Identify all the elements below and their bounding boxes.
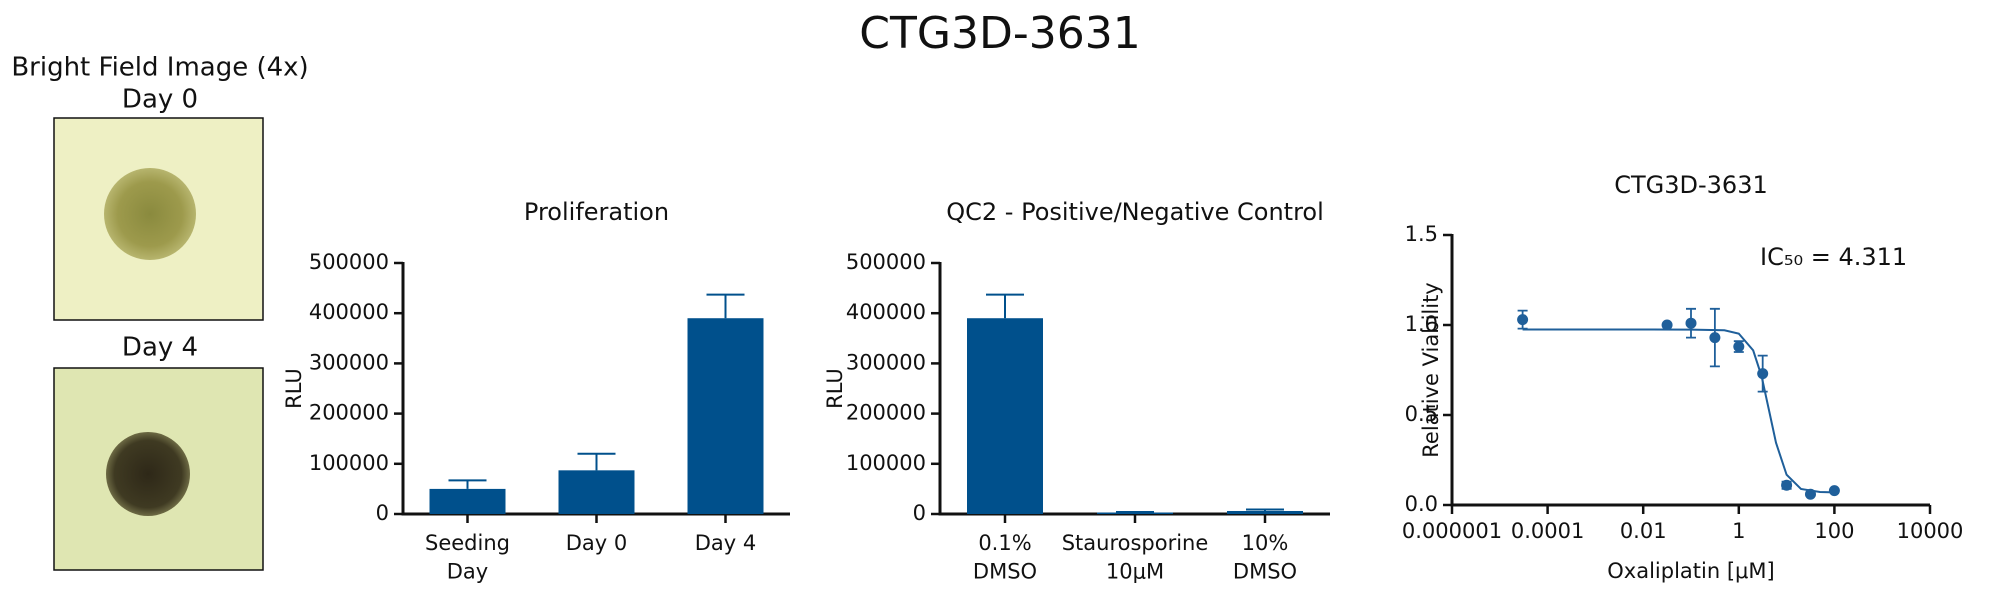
bar <box>1227 510 1303 514</box>
x-tick-label: 10% DMSO <box>1233 531 1297 583</box>
y-axis-label: Relative Viability <box>1419 282 1443 457</box>
y-tick-label: 0.0 <box>1405 492 1438 516</box>
y-tick-label: 1.0 <box>1405 312 1438 336</box>
y-tick-label: 200000 <box>846 401 926 425</box>
error-bar <box>1246 508 1284 511</box>
data-point <box>1517 314 1529 326</box>
fit-curve <box>1522 328 1835 494</box>
x-tick-label: Day 4 <box>695 531 757 555</box>
error-bar <box>706 293 745 319</box>
error-bar <box>986 293 1024 319</box>
x-tick-label: Day 0 <box>566 531 628 555</box>
image-label: Day 4 <box>122 333 198 363</box>
bar <box>1097 512 1173 514</box>
data-point <box>1828 485 1840 497</box>
y-tick-label: 300000 <box>846 350 926 374</box>
chart-title: Proliferation <box>524 198 669 226</box>
x-tick-label: 100 <box>1814 519 1854 543</box>
data-point <box>1804 488 1816 500</box>
chart-title: CTG3D-3631 <box>1614 171 1768 199</box>
data-point <box>1661 319 1673 331</box>
x-axis-label: Oxaliplatin [μM] <box>1607 559 1774 583</box>
x-tick-label: 0.0001 <box>1511 519 1584 543</box>
chart-title: QC2 - Positive/Negative Control <box>946 198 1324 226</box>
y-tick-label: 300000 <box>309 350 389 374</box>
x-tick-label: 0.1% DMSO <box>973 531 1037 583</box>
spheroid <box>104 168 196 260</box>
data-point <box>1685 317 1697 329</box>
data-point <box>1757 368 1769 380</box>
y-tick-label: 400000 <box>309 300 389 324</box>
spheroid <box>106 432 190 516</box>
error-bar <box>577 452 616 471</box>
figure-title: CTG3D-3631 <box>859 8 1140 59</box>
image-panel-title: Bright Field Image (4x) <box>11 53 308 83</box>
y-tick-label: 500000 <box>309 250 389 274</box>
y-tick-label: 0.5 <box>1405 402 1438 426</box>
error-bar <box>1116 510 1154 513</box>
x-tick-label: 0.000001 <box>1402 519 1502 543</box>
x-tick-label: Staurosporine 10μM <box>1062 531 1209 583</box>
y-tick-label: 100000 <box>309 451 389 475</box>
data-point <box>1781 479 1793 491</box>
y-axis-label: RLU <box>823 368 847 409</box>
data-point <box>1709 332 1721 344</box>
y-tick-label: 100000 <box>846 451 926 475</box>
bar <box>429 488 506 514</box>
x-tick-label: Seeding Day <box>425 531 510 583</box>
y-tick-label: 200000 <box>309 401 389 425</box>
data-point <box>1733 341 1745 353</box>
x-tick-label: 1 <box>1732 519 1745 543</box>
x-tick-label: 10000 <box>1897 519 1964 543</box>
y-tick-label: 400000 <box>846 300 926 324</box>
bar <box>558 470 635 514</box>
bar <box>687 318 764 514</box>
annotation: IC₅₀ = 4.311 <box>1760 243 1907 271</box>
y-tick-label: 0 <box>376 501 389 525</box>
y-axis-label: RLU <box>282 368 306 409</box>
x-tick-label: 0.01 <box>1620 519 1667 543</box>
y-tick-label: 500000 <box>846 250 926 274</box>
y-tick-label: 1.5 <box>1405 222 1438 246</box>
y-tick-label: 0 <box>913 501 926 525</box>
image-label: Day 0 <box>122 85 198 115</box>
bar <box>967 318 1043 514</box>
error-bar <box>448 479 487 489</box>
